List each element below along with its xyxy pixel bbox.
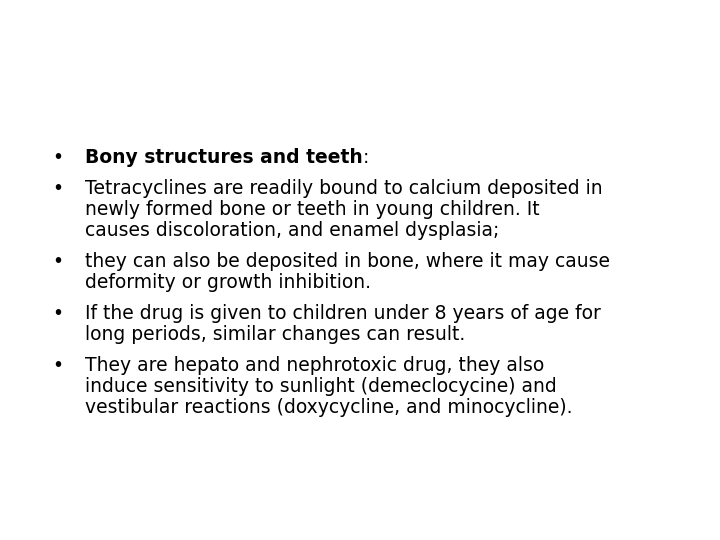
Text: long periods, similar changes can result.: long periods, similar changes can result… bbox=[85, 325, 465, 344]
Text: Bony structures and teeth: Bony structures and teeth bbox=[85, 148, 363, 167]
Text: •: • bbox=[52, 356, 63, 375]
Text: If the drug is given to children under 8 years of age for: If the drug is given to children under 8… bbox=[85, 304, 601, 323]
Text: causes discoloration, and enamel dysplasia;: causes discoloration, and enamel dysplas… bbox=[85, 221, 500, 240]
Text: •: • bbox=[52, 148, 63, 167]
Text: deformity or growth inhibition.: deformity or growth inhibition. bbox=[85, 273, 371, 292]
Text: Tetracyclines are readily bound to calcium deposited in: Tetracyclines are readily bound to calci… bbox=[85, 179, 603, 198]
Text: •: • bbox=[52, 252, 63, 271]
Text: :: : bbox=[363, 148, 369, 167]
Text: •: • bbox=[52, 304, 63, 323]
Text: newly formed bone or teeth in young children. It: newly formed bone or teeth in young chil… bbox=[85, 200, 539, 219]
Text: vestibular reactions (doxycycline, and minocycline).: vestibular reactions (doxycycline, and m… bbox=[85, 398, 572, 417]
Text: they can also be deposited in bone, where it may cause: they can also be deposited in bone, wher… bbox=[85, 252, 610, 271]
Text: •: • bbox=[52, 179, 63, 198]
Text: They are hepato and nephrotoxic drug, they also: They are hepato and nephrotoxic drug, th… bbox=[85, 356, 544, 375]
Text: induce sensitivity to sunlight (demeclocycine) and: induce sensitivity to sunlight (demecloc… bbox=[85, 377, 557, 396]
